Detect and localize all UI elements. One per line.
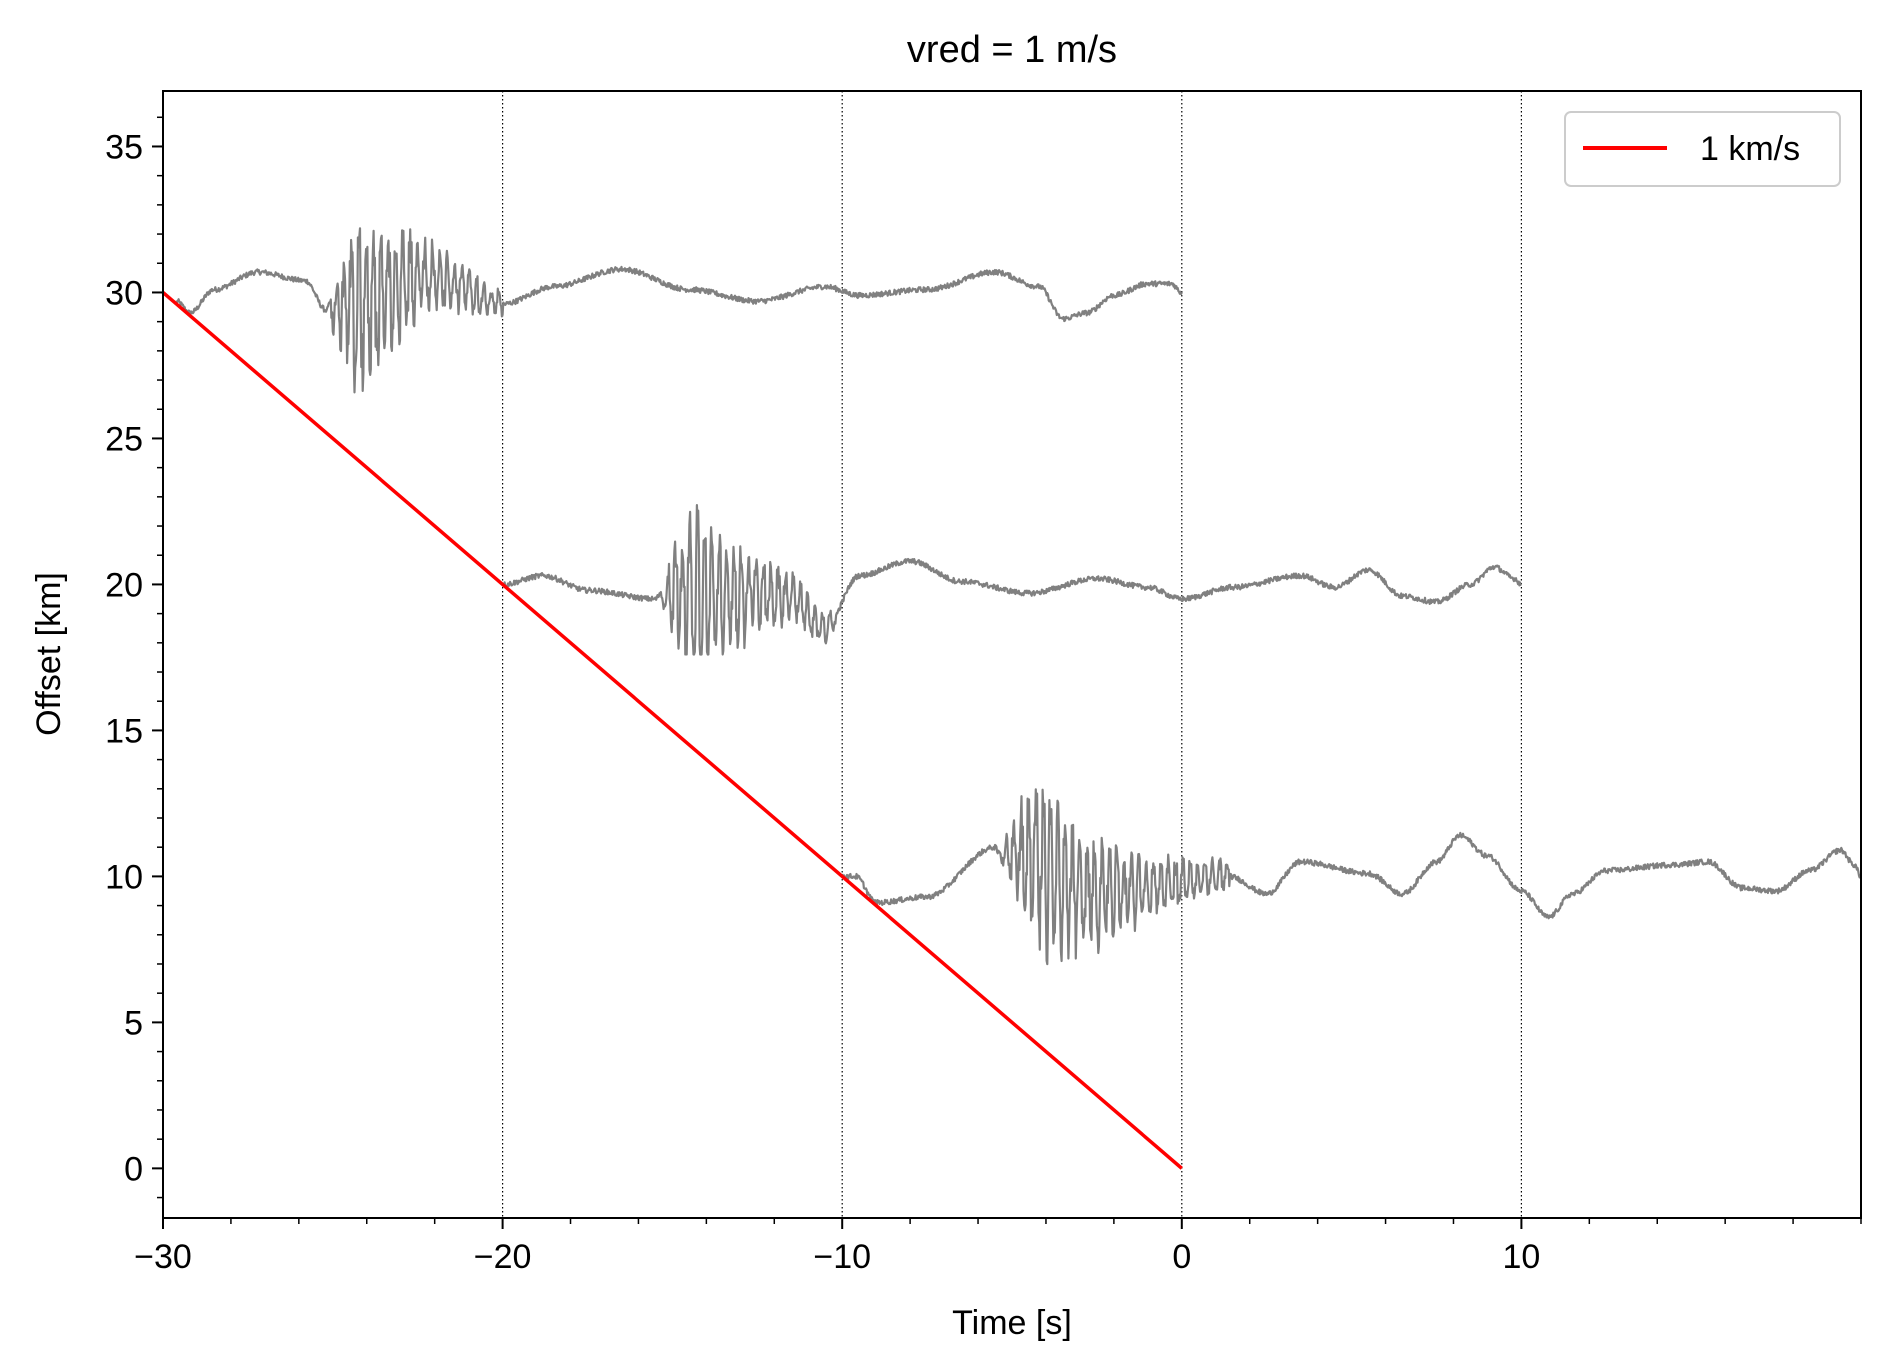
x-tick-label: 0	[1172, 1238, 1191, 1276]
y-axis-label: Offset [km]	[30, 572, 68, 736]
y-tick-label: 30	[105, 274, 143, 312]
reference-layer	[161, 291, 1183, 1170]
seismic-trace	[841, 788, 1862, 966]
legend-label: 1 km/s	[1700, 130, 1800, 168]
y-tick-label: 25	[105, 420, 143, 458]
x-axis-label: Time [s]	[952, 1304, 1072, 1342]
y-tick-label: 0	[124, 1150, 143, 1188]
y-tick-label: 10	[105, 858, 143, 896]
y-tick-label: 5	[124, 1004, 143, 1042]
y-tick-label: 20	[105, 566, 143, 604]
x-tick-label: −20	[474, 1238, 532, 1276]
reference-line	[161, 291, 1183, 1170]
chart-title: vred = 1 m/s	[907, 29, 1117, 71]
legend: 1 km/s	[1564, 111, 1841, 187]
y-tick-label: 15	[105, 712, 143, 750]
x-axis: −30 −20 −10 0 10	[134, 1218, 1862, 1276]
y-tick-label: 35	[105, 128, 143, 166]
seismic-trace	[502, 504, 1522, 656]
plot-frame	[162, 90, 1862, 1219]
legend-box	[1564, 111, 1841, 187]
y-axis: 0 5 10 15 20 25 30 35	[105, 116, 163, 1199]
x-tick-label: −10	[813, 1238, 871, 1276]
x-tick-label: −30	[134, 1238, 192, 1276]
trace-layer	[175, 227, 1862, 966]
x-tick-label: 10	[1502, 1238, 1540, 1276]
seismic-trace	[175, 227, 1183, 394]
